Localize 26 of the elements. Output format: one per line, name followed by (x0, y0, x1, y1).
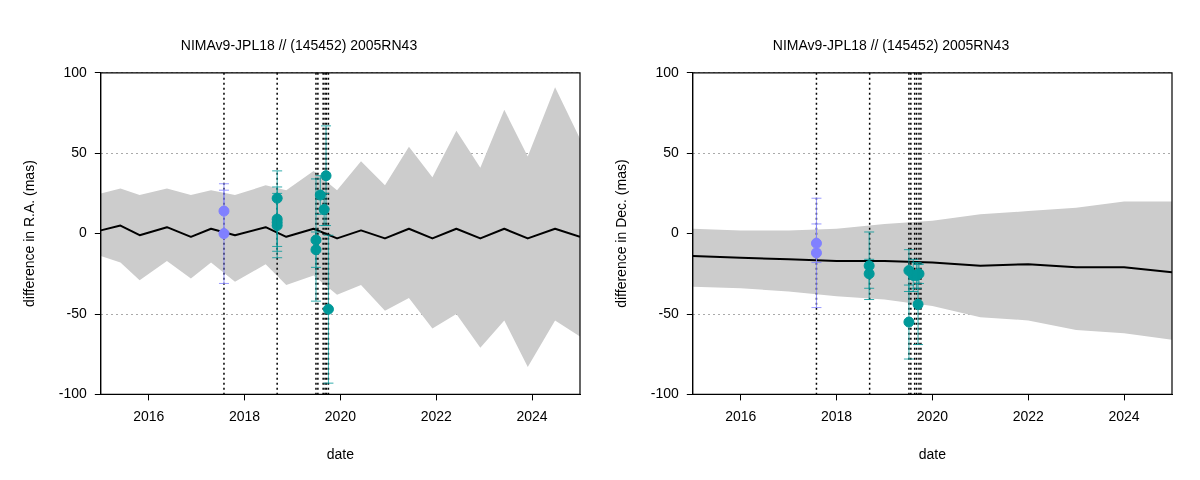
y-axis-title: difference in R.A. (mas) (21, 160, 38, 307)
chart-title: NIMAv9-JPL18 // (145452) 2005RN43 (772, 37, 1010, 54)
y-tick-label: 100 (655, 63, 680, 80)
x-tick-label: 2020 (916, 407, 949, 424)
y-tick-label: 50 (663, 144, 680, 161)
x-axis-title: date (918, 446, 947, 463)
x-tick-label: 2018 (229, 407, 261, 424)
y-tick-label: -100 (58, 385, 88, 402)
x-tick-label: 2024 (516, 407, 548, 424)
x-axis-title: date (326, 446, 355, 463)
x-tick-label: 2016 (725, 407, 757, 424)
chart-title: NIMAv9-JPL18 // (145452) 2005RN43 (180, 37, 418, 54)
x-tick-label: 2024 (1108, 407, 1140, 424)
x-tick-label: 2020 (324, 407, 357, 424)
y-axis-title: difference in Dec. (mas) (613, 159, 630, 308)
y-tick-label: 0 (671, 224, 680, 241)
y-tick-label: 50 (71, 144, 88, 161)
y-tick-label: 0 (79, 224, 88, 241)
y-tick-label: -50 (658, 304, 680, 321)
x-tick-label: 2022 (420, 407, 453, 424)
x-tick-label: 2016 (133, 407, 165, 424)
y-tick-label: -100 (650, 385, 680, 402)
y-tick-label: 100 (63, 63, 88, 80)
y-tick-label: -50 (66, 304, 88, 321)
x-tick-label: 2018 (821, 407, 853, 424)
x-tick-label: 2022 (1012, 407, 1045, 424)
